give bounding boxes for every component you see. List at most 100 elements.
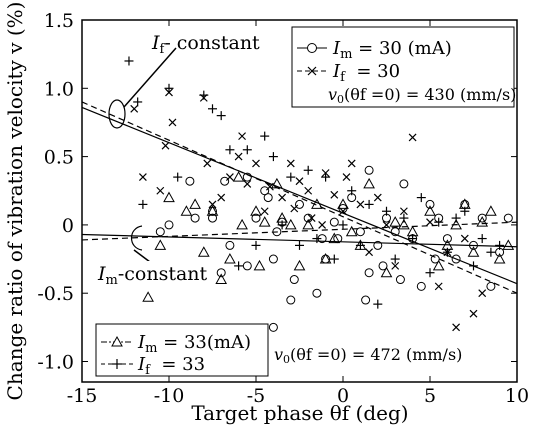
x-tick-label: 10 xyxy=(505,385,529,407)
data-point-plus xyxy=(382,206,391,216)
legend-im33-label: Im = 33(mA) xyxy=(137,332,251,356)
data-point-triangle xyxy=(450,218,462,230)
data-point-circle xyxy=(263,193,273,203)
y-tick-label: 0 xyxy=(62,215,74,237)
annotation-im-constant: Im-constant xyxy=(96,225,212,288)
data-point-circle xyxy=(208,213,217,223)
data-point-x xyxy=(234,152,243,161)
plot-frame xyxy=(81,19,518,383)
data-point-plus xyxy=(173,172,183,182)
data-point-plus xyxy=(242,145,252,155)
data-point-circle xyxy=(225,240,235,250)
legend-bottom: Im = 33(mA) If = 33 xyxy=(95,323,269,378)
data-point-x xyxy=(478,289,487,298)
data-point-x xyxy=(304,186,313,195)
data-point-plus xyxy=(373,299,383,309)
data-point-x xyxy=(399,207,408,216)
data-point-triangle xyxy=(142,291,154,302)
data-point-circle xyxy=(442,234,452,244)
data-point-circle xyxy=(329,217,339,227)
data-point-plus xyxy=(295,240,304,250)
data-point-triangle xyxy=(284,218,297,230)
data-point-plus xyxy=(251,240,261,250)
data-point-circle xyxy=(251,213,261,223)
if-constant-bracket xyxy=(108,99,126,129)
x-axis-ticks: -15 -10 -5 0 5 10 xyxy=(67,20,529,407)
data-point-circle xyxy=(373,240,383,250)
data-point-circle xyxy=(399,179,409,189)
data-point-x xyxy=(156,186,165,195)
data-point-triangle xyxy=(180,205,193,216)
data-point-x xyxy=(130,104,139,113)
data-point-triangle xyxy=(250,205,262,216)
data-point-triangle xyxy=(224,253,236,264)
data-point-x xyxy=(138,173,147,182)
data-point-plus xyxy=(234,261,244,271)
data-point-triangle xyxy=(485,205,497,216)
im-constant-leader xyxy=(133,249,151,263)
data-point-plus xyxy=(199,90,209,100)
legend-if30-label: If = 30 xyxy=(332,61,400,85)
data-point-x xyxy=(365,248,374,257)
x-tick-label: 0 xyxy=(337,385,349,407)
data-point-circle xyxy=(477,213,487,223)
data-point-x xyxy=(373,193,382,202)
data-point-plus xyxy=(133,97,143,107)
data-point-plus xyxy=(138,199,148,209)
legend-if33-marker xyxy=(112,359,122,369)
data-point-triangle xyxy=(311,198,323,209)
data-point-circle xyxy=(155,227,165,237)
data-point-circle xyxy=(364,268,374,278)
data-point-triangle xyxy=(189,198,201,209)
data-point-plus xyxy=(425,268,435,278)
data-point-plus xyxy=(312,234,322,244)
legend-if30-marker xyxy=(307,66,317,76)
y-tick-label: 1.5 xyxy=(44,10,74,32)
data-point-triangle xyxy=(389,216,402,227)
data-point-triangle xyxy=(337,198,349,209)
data-point-plus xyxy=(399,213,409,223)
data-point-circle xyxy=(164,220,174,230)
data-point-x xyxy=(265,182,274,191)
data-point-circle xyxy=(355,227,365,237)
data-point-plus xyxy=(164,83,174,93)
legend-if33-label: If = 33 xyxy=(137,354,205,378)
data-point-circle xyxy=(220,176,230,186)
data-point-triangle xyxy=(163,191,175,203)
data-point-plus xyxy=(338,220,348,230)
data-point-plus xyxy=(260,131,270,141)
legend-im30-label: Im = 30 (mA) xyxy=(332,38,452,62)
data-point-triangle xyxy=(363,177,375,189)
fit-line xyxy=(81,221,518,241)
data-point-plus xyxy=(208,104,217,114)
data-point-x xyxy=(238,132,247,141)
data-point-circle xyxy=(242,261,252,271)
fit-line xyxy=(81,106,518,285)
data-point-x xyxy=(434,282,443,291)
data-point-circle xyxy=(451,254,461,264)
data-point-x xyxy=(382,220,391,229)
data-point-x xyxy=(330,190,339,199)
data-point-x xyxy=(161,141,170,150)
data-point-x xyxy=(408,133,417,142)
data-point-plus xyxy=(216,111,226,121)
data-point-x xyxy=(295,177,304,186)
data-point-triangle xyxy=(502,239,515,250)
data-point-circle xyxy=(268,322,278,332)
data-point-triangle xyxy=(253,259,266,271)
data-point-triangle xyxy=(293,259,306,271)
data-point-circle xyxy=(486,281,496,291)
x-tick-label: -15 xyxy=(67,385,98,407)
data-point-plus xyxy=(477,234,487,244)
data-point-circle xyxy=(289,275,299,285)
data-point-circle xyxy=(268,254,278,264)
y-tick-label: -1.0 xyxy=(37,352,74,374)
data-point-x xyxy=(356,200,365,209)
data-point-triangle xyxy=(319,253,332,264)
data-point-circle xyxy=(361,295,371,305)
data-point-plus xyxy=(469,261,478,271)
x-tick-label: -5 xyxy=(247,385,266,407)
x-axis-title: Target phase θf (deg) xyxy=(191,401,408,425)
legend-top: Im = 30 (mA) If = 30 v0(θf =0) = 430 (mm… xyxy=(291,26,516,108)
legend-top-note: v0(θf =0) = 430 (mm/s) xyxy=(328,85,516,106)
